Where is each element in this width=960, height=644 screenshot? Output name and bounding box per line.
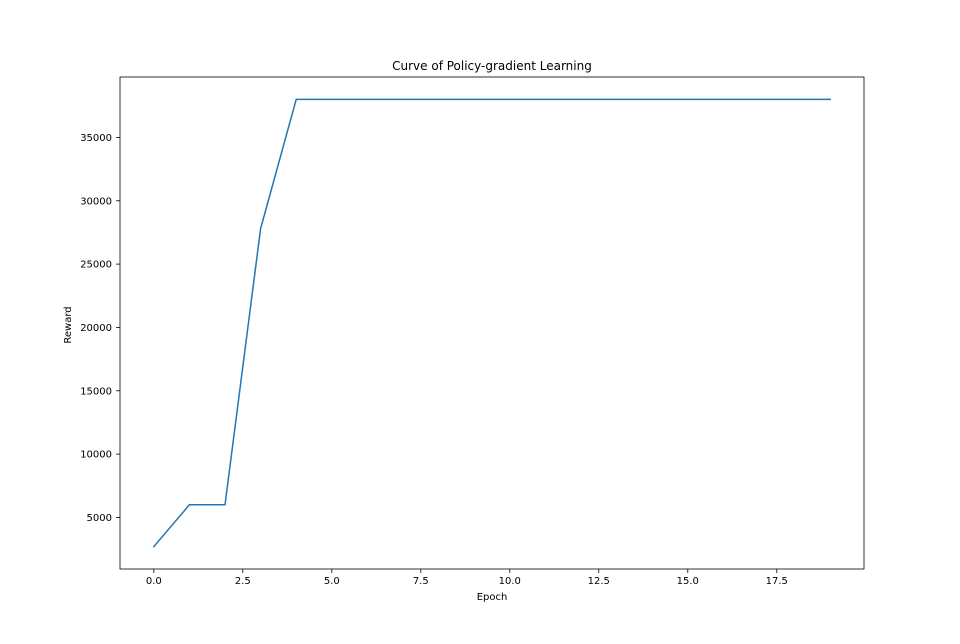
x-tick-label: 15.0 [677, 576, 699, 587]
reward-series-line [152, 98, 831, 548]
x-tick-label: 10.0 [499, 576, 521, 587]
chart-title: Curve of Policy-gradient Learning [392, 59, 592, 73]
y-tick-label: 35000 [80, 133, 112, 144]
y-tick-label: 25000 [80, 260, 112, 271]
x-axis-label: Epoch [477, 592, 508, 603]
x-tick-label: 5.0 [324, 576, 340, 587]
plot-area: 0.0 2.5 5.0 7.5 10.0 12.5 15.0 17.5 5000 10000 150… [80, 76, 865, 587]
x-tick-label: 0.0 [146, 576, 162, 587]
x-tick-label: 2.5 [235, 576, 251, 587]
axes-frame [119, 76, 865, 570]
y-tick-label: 5000 [87, 513, 112, 524]
y-tick-label: 20000 [80, 323, 112, 334]
x-tick-label: 7.5 [413, 576, 429, 587]
y-tick-label: 30000 [80, 196, 112, 207]
y-tick-label: 15000 [80, 386, 112, 397]
x-tick-label: 17.5 [766, 576, 788, 587]
y-axis-label: Reward [63, 306, 74, 343]
x-tick-label: 12.5 [588, 576, 610, 587]
y-tick-label: 10000 [80, 450, 112, 461]
